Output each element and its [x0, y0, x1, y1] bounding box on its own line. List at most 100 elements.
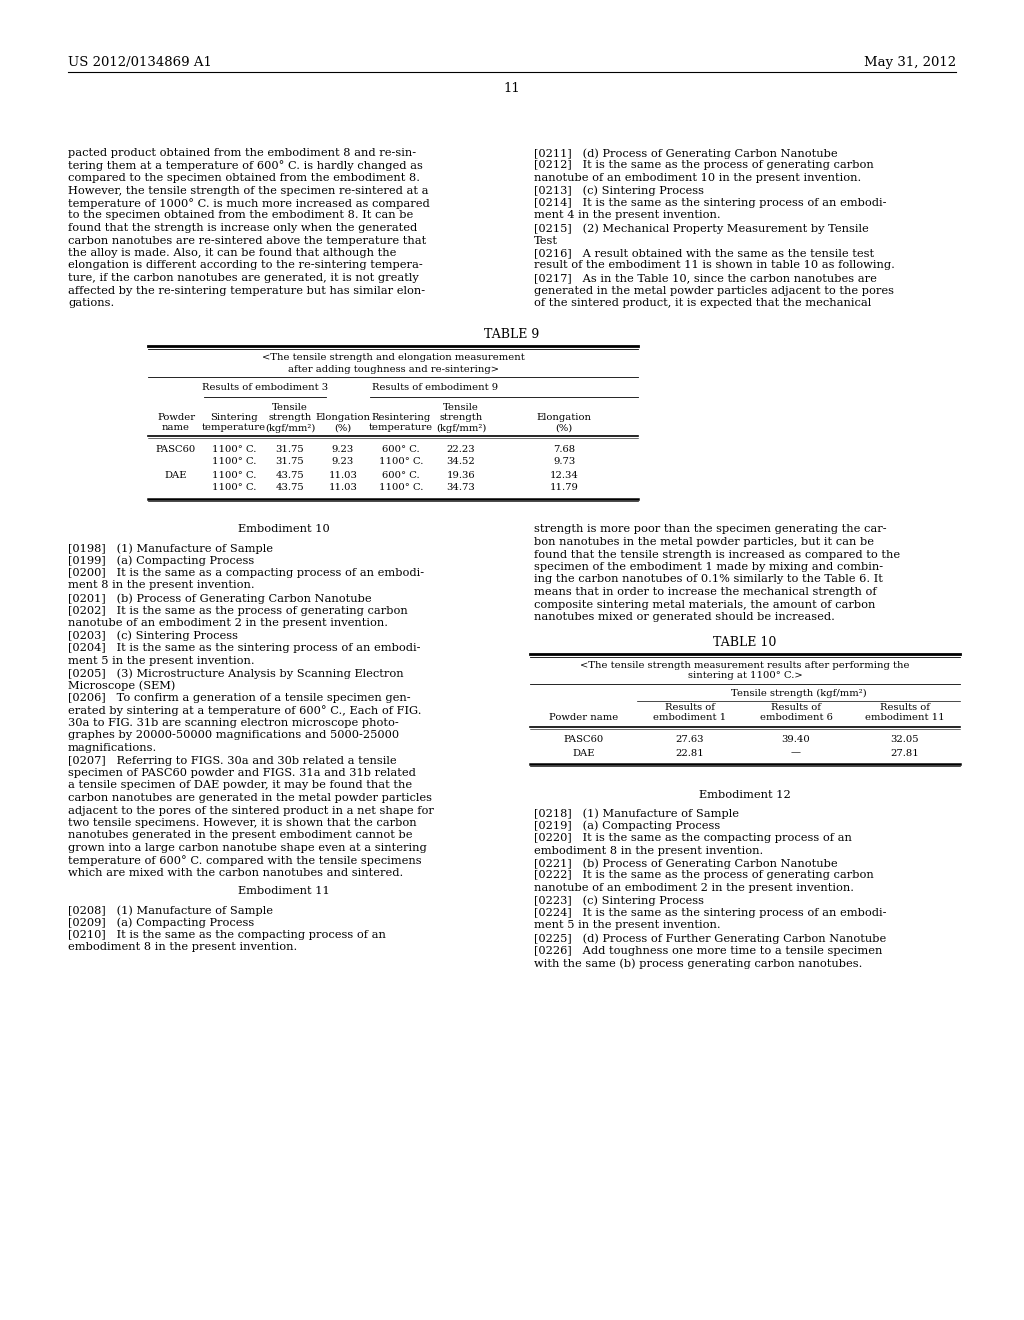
- Text: [0207]   Referring to FIGS. 30a and 30b related a tensile: [0207] Referring to FIGS. 30a and 30b re…: [68, 755, 396, 766]
- Text: tering them at a temperature of 600° C. is hardly changed as: tering them at a temperature of 600° C. …: [68, 161, 423, 172]
- Text: [0225]   (d) Process of Further Generating Carbon Nanotube: [0225] (d) Process of Further Generating…: [534, 933, 886, 944]
- Text: [0208]   (1) Manufacture of Sample: [0208] (1) Manufacture of Sample: [68, 906, 273, 916]
- Text: ment 8 in the present invention.: ment 8 in the present invention.: [68, 581, 255, 590]
- Text: [0204]   It is the same as the sintering process of an embodi-: [0204] It is the same as the sintering p…: [68, 643, 421, 653]
- Text: 600° C.: 600° C.: [382, 445, 420, 454]
- Text: with the same (b) process generating carbon nanotubes.: with the same (b) process generating car…: [534, 958, 862, 969]
- Text: ment 5 in the present invention.: ment 5 in the present invention.: [68, 656, 255, 665]
- Text: of the sintered product, it is expected that the mechanical: of the sintered product, it is expected …: [534, 298, 871, 308]
- Text: ing the carbon nanotubes of 0.1% similarly to the Table 6. It: ing the carbon nanotubes of 0.1% similar…: [534, 574, 883, 585]
- Text: strength: strength: [268, 413, 311, 422]
- Text: Results of: Results of: [771, 704, 821, 713]
- Text: affected by the re-sintering temperature but has similar elon-: affected by the re-sintering temperature…: [68, 285, 425, 296]
- Text: May 31, 2012: May 31, 2012: [864, 55, 956, 69]
- Text: Embodiment 10: Embodiment 10: [239, 524, 330, 535]
- Text: found that the strength is increase only when the generated: found that the strength is increase only…: [68, 223, 417, 234]
- Text: 7.68: 7.68: [553, 445, 575, 454]
- Text: strength is more poor than the specimen generating the car-: strength is more poor than the specimen …: [534, 524, 887, 535]
- Text: nanotubes generated in the present embodiment cannot be: nanotubes generated in the present embod…: [68, 830, 413, 841]
- Text: pacted product obtained from the embodiment 8 and re-sin-: pacted product obtained from the embodim…: [68, 148, 416, 158]
- Text: However, the tensile strength of the specimen re-sintered at a: However, the tensile strength of the spe…: [68, 186, 428, 195]
- Text: [0201]   (b) Process of Generating Carbon Nanotube: [0201] (b) Process of Generating Carbon …: [68, 593, 372, 603]
- Text: ture, if the carbon nanotubes are generated, it is not greatly: ture, if the carbon nanotubes are genera…: [68, 273, 419, 282]
- Text: erated by sintering at a temperature of 600° C., Each of FIG.: erated by sintering at a temperature of …: [68, 705, 422, 717]
- Text: 1100° C.: 1100° C.: [212, 445, 256, 454]
- Text: adjacent to the pores of the sintered product in a net shape for: adjacent to the pores of the sintered pr…: [68, 805, 434, 816]
- Text: strength: strength: [439, 413, 482, 422]
- Text: PASC60: PASC60: [156, 445, 197, 454]
- Text: [0219]   (a) Compacting Process: [0219] (a) Compacting Process: [534, 821, 720, 832]
- Text: a tensile specimen of DAE powder, it may be found that the: a tensile specimen of DAE powder, it may…: [68, 780, 412, 791]
- Text: (%): (%): [555, 424, 572, 433]
- Text: temperature of 600° C. compared with the tensile specimens: temperature of 600° C. compared with the…: [68, 855, 422, 866]
- Text: 31.75: 31.75: [275, 458, 304, 466]
- Text: the alloy is made. Also, it can be found that although the: the alloy is made. Also, it can be found…: [68, 248, 396, 257]
- Text: 1100° C.: 1100° C.: [212, 483, 256, 492]
- Text: 1100° C.: 1100° C.: [379, 458, 423, 466]
- Text: means that in order to increase the mechanical strength of: means that in order to increase the mech…: [534, 587, 877, 597]
- Text: [0199]   (a) Compacting Process: [0199] (a) Compacting Process: [68, 556, 254, 566]
- Text: TABLE 9: TABLE 9: [484, 329, 540, 342]
- Text: bon nanotubes in the metal powder particles, but it can be: bon nanotubes in the metal powder partic…: [534, 537, 874, 546]
- Text: Tensile strength (kgf/mm²): Tensile strength (kgf/mm²): [731, 689, 866, 698]
- Text: Embodiment 12: Embodiment 12: [699, 789, 791, 800]
- Text: [0212]   It is the same as the process of generating carbon: [0212] It is the same as the process of …: [534, 161, 873, 170]
- Text: Tensile: Tensile: [272, 404, 308, 412]
- Text: [0209]   (a) Compacting Process: [0209] (a) Compacting Process: [68, 917, 254, 928]
- Text: embodiment 8 in the present invention.: embodiment 8 in the present invention.: [68, 942, 297, 953]
- Text: US 2012/0134869 A1: US 2012/0134869 A1: [68, 55, 212, 69]
- Text: 31.75: 31.75: [275, 445, 304, 454]
- Text: two tensile specimens. However, it is shown that the carbon: two tensile specimens. However, it is sh…: [68, 818, 417, 828]
- Text: [0210]   It is the same as the compacting process of an: [0210] It is the same as the compacting …: [68, 931, 386, 940]
- Text: (kgf/mm²): (kgf/mm²): [436, 424, 486, 433]
- Text: 11.79: 11.79: [550, 483, 579, 492]
- Text: 34.52: 34.52: [446, 458, 475, 466]
- Text: Test: Test: [534, 235, 558, 246]
- Text: 19.36: 19.36: [446, 470, 475, 479]
- Text: to the specimen obtained from the embodiment 8. It can be: to the specimen obtained from the embodi…: [68, 210, 414, 220]
- Text: 9.23: 9.23: [332, 458, 354, 466]
- Text: Microscope (SEM): Microscope (SEM): [68, 681, 175, 692]
- Text: (kgf/mm²): (kgf/mm²): [265, 424, 315, 433]
- Text: [0220]   It is the same as the compacting process of an: [0220] It is the same as the compacting …: [534, 833, 852, 843]
- Text: embodiment 1: embodiment 1: [653, 714, 727, 722]
- Text: Tensile: Tensile: [443, 404, 479, 412]
- Text: 9.73: 9.73: [553, 458, 575, 466]
- Text: TABLE 10: TABLE 10: [714, 636, 776, 649]
- Text: (%): (%): [335, 424, 351, 433]
- Text: Powder: Powder: [157, 413, 195, 422]
- Text: carbon nanotubes are re-sintered above the temperature that: carbon nanotubes are re-sintered above t…: [68, 235, 426, 246]
- Text: DAE: DAE: [165, 470, 187, 479]
- Text: nanotubes mixed or generated should be increased.: nanotubes mixed or generated should be i…: [534, 612, 835, 622]
- Text: 43.75: 43.75: [275, 483, 304, 492]
- Text: 12.34: 12.34: [550, 470, 579, 479]
- Text: 1100° C.: 1100° C.: [379, 483, 423, 492]
- Text: [0202]   It is the same as the process of generating carbon: [0202] It is the same as the process of …: [68, 606, 408, 615]
- Text: specimen of PASC60 powder and FIGS. 31a and 31b related: specimen of PASC60 powder and FIGS. 31a …: [68, 768, 416, 777]
- Text: Powder name: Powder name: [549, 714, 618, 722]
- Text: [0211]   (d) Process of Generating Carbon Nanotube: [0211] (d) Process of Generating Carbon …: [534, 148, 838, 158]
- Text: [0200]   It is the same as a compacting process of an embodi-: [0200] It is the same as a compacting pr…: [68, 568, 424, 578]
- Text: [0203]   (c) Sintering Process: [0203] (c) Sintering Process: [68, 631, 238, 642]
- Text: [0217]   As in the Table 10, since the carbon nanotubes are: [0217] As in the Table 10, since the car…: [534, 273, 877, 282]
- Text: Results of embodiment 3: Results of embodiment 3: [202, 384, 328, 392]
- Text: name: name: [162, 424, 190, 433]
- Text: generated in the metal powder particles adjacent to the pores: generated in the metal powder particles …: [534, 285, 894, 296]
- Text: 27.63: 27.63: [676, 735, 705, 744]
- Text: temperature: temperature: [202, 424, 266, 433]
- Text: DAE: DAE: [572, 748, 595, 758]
- Text: nanotube of an embodiment 2 in the present invention.: nanotube of an embodiment 2 in the prese…: [68, 618, 388, 628]
- Text: [0224]   It is the same as the sintering process of an embodi-: [0224] It is the same as the sintering p…: [534, 908, 887, 917]
- Text: 9.23: 9.23: [332, 445, 354, 454]
- Text: <The tensile strength measurement results after performing the: <The tensile strength measurement result…: [581, 661, 909, 671]
- Text: embodiment 8 in the present invention.: embodiment 8 in the present invention.: [534, 846, 763, 855]
- Text: found that the tensile strength is increased as compared to the: found that the tensile strength is incre…: [534, 549, 900, 560]
- Text: [0206]   To confirm a generation of a tensile specimen gen-: [0206] To confirm a generation of a tens…: [68, 693, 411, 704]
- Text: compared to the specimen obtained from the embodiment 8.: compared to the specimen obtained from t…: [68, 173, 420, 183]
- Text: embodiment 6: embodiment 6: [760, 714, 833, 722]
- Text: 32.05: 32.05: [890, 735, 919, 744]
- Text: [0216]   A result obtained with the same as the tensile test: [0216] A result obtained with the same a…: [534, 248, 874, 257]
- Text: 11: 11: [504, 82, 520, 95]
- Text: [0221]   (b) Process of Generating Carbon Nanotube: [0221] (b) Process of Generating Carbon …: [534, 858, 838, 869]
- Text: Results of embodiment 9: Results of embodiment 9: [372, 384, 498, 392]
